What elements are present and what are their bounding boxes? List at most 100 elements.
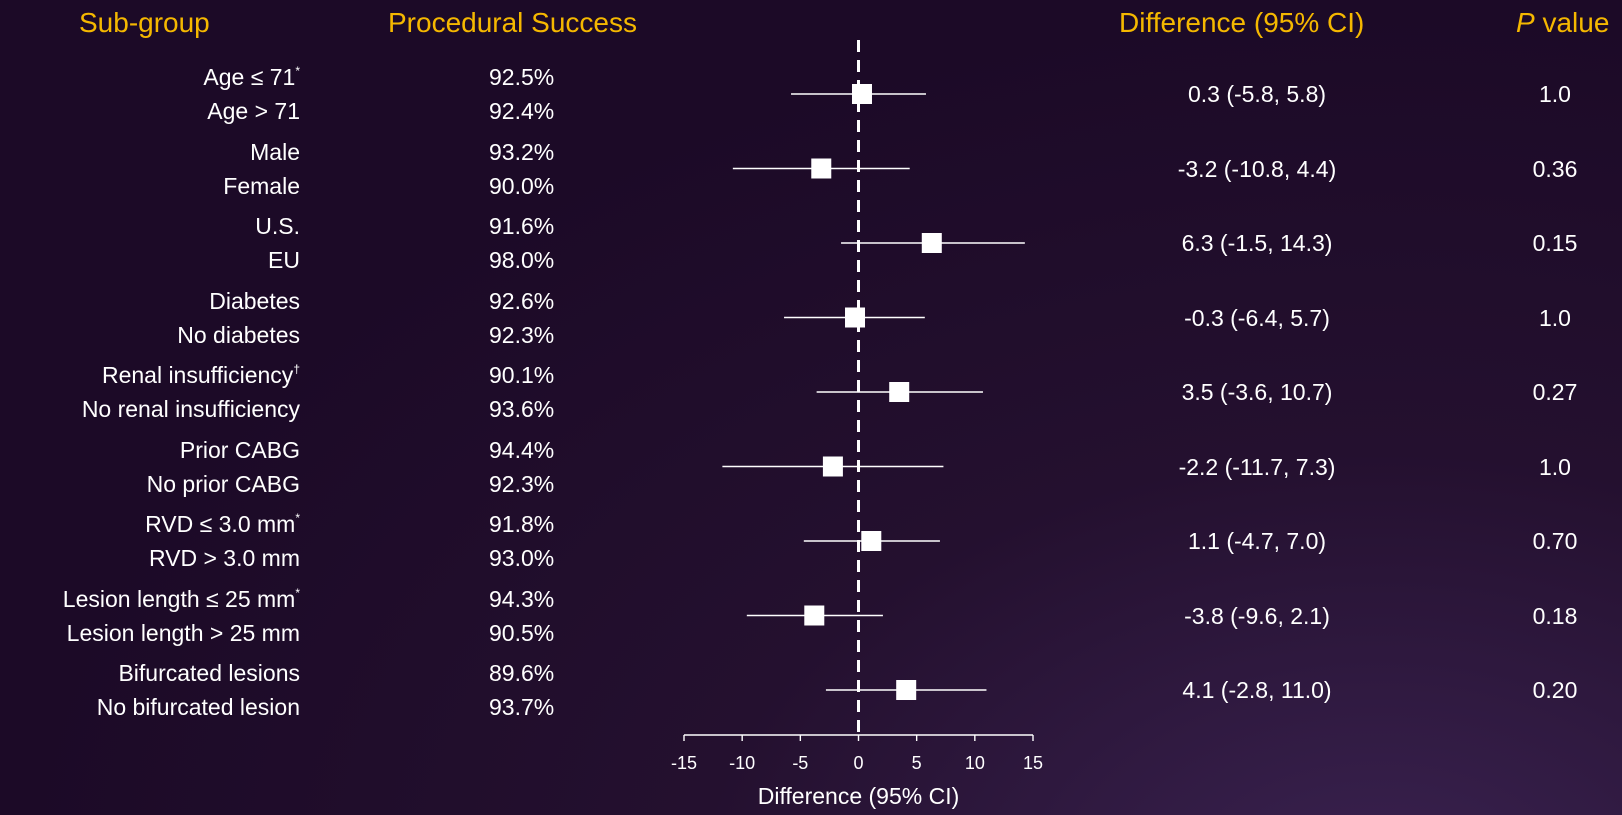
success-pct: 98.0%	[489, 247, 555, 273]
point-estimate-marker	[811, 158, 832, 179]
subgroup-label-text: Female	[223, 172, 300, 199]
subgroup-label-text: RVD ≤ 3.0 mm	[145, 511, 296, 537]
p-value-text: 0.70	[1532, 528, 1578, 554]
footnote-mark: *	[295, 64, 300, 78]
footnote-mark: †	[293, 362, 300, 376]
point-estimate-marker	[861, 531, 882, 551]
success-pct: 92.5%	[489, 64, 555, 90]
subgroup-label-text: Lesion length ≤ 25 mm	[62, 585, 296, 612]
difference-ci-text: 3.5 (-3.6, 10.7)	[1181, 379, 1333, 405]
difference-ci-text: -0.3 (-6.4, 5.7)	[1184, 304, 1330, 331]
difference-ci-text: 4.1 (-2.8, 11.0)	[1182, 677, 1332, 703]
subgroup-label-text: Age > 71	[207, 98, 300, 124]
p-value-text: 1.0	[1539, 81, 1571, 107]
point-estimate-marker	[845, 307, 866, 328]
subgroup-label: No prior CABG	[147, 469, 300, 499]
header-p-italic: P	[1516, 7, 1535, 38]
difference-ci-text: -2.2 (-11.7, 7.3)	[1178, 453, 1336, 480]
point-estimate-marker	[822, 456, 843, 477]
subgroup-label: Lesion length ≤ 25 mm*	[63, 584, 300, 614]
subgroup-label-text: No bifurcated lesion	[96, 694, 300, 720]
difference-ci-text: 1.1 (-4.7, 7.0)	[1187, 528, 1327, 554]
subgroup-label-text: No renal insufficiency	[81, 396, 300, 422]
header-p-value: P value	[1516, 4, 1609, 42]
success-pct: 94.3%	[489, 585, 555, 612]
subgroup-label: Bifurcated lesions	[118, 658, 300, 688]
subgroup-label: No bifurcated lesion	[97, 692, 300, 722]
footnote-mark: *	[295, 511, 300, 525]
success-pct: 90.0%	[489, 172, 555, 199]
difference-ci-text: 0.3 (-5.8, 5.8)	[1187, 81, 1327, 107]
header-p-rest: value	[1534, 7, 1610, 38]
subgroup-label-text: Male	[250, 138, 300, 165]
subgroup-label: Male	[250, 137, 300, 167]
subgroup-label-text: RVD > 3.0 mm	[148, 545, 300, 571]
p-value-text: 0.18	[1532, 602, 1578, 629]
subgroup-label: U.S.	[255, 211, 300, 241]
subgroup-label-text: Bifurcated lesions	[118, 660, 300, 686]
point-estimate-marker	[921, 233, 942, 253]
success-pct: 94.4%	[489, 436, 555, 463]
x-tick-label: -5	[792, 753, 808, 773]
x-tick-label: 15	[1023, 753, 1043, 773]
subgroup-label: Lesion length > 25 mm	[67, 618, 300, 648]
x-tick-label: -10	[729, 753, 755, 773]
subgroup-label-text: U.S.	[255, 213, 300, 239]
subgroup-label-text: No prior CABG	[146, 470, 300, 497]
subgroup-label-text: EU	[268, 247, 300, 273]
point-estimate-marker	[804, 605, 825, 626]
subgroup-label: Female	[223, 171, 300, 201]
p-value-text: 1.0	[1539, 453, 1571, 480]
p-value-text: 0.36	[1532, 155, 1578, 182]
point-estimate-marker	[896, 680, 917, 700]
subgroup-label-text: Lesion length > 25 mm	[66, 619, 300, 646]
x-tick-label: 10	[965, 753, 985, 773]
header-difference: Difference (95% CI)	[1119, 7, 1365, 38]
x-axis-title: Difference (95% CI)	[758, 783, 960, 809]
p-value-text: 0.15	[1532, 230, 1578, 256]
subgroup-label: Age ≤ 71*	[203, 62, 300, 92]
success-pct: 93.7%	[489, 694, 555, 720]
success-pct: 92.3%	[489, 321, 555, 348]
subgroup-label-text: Diabetes	[209, 287, 300, 314]
subgroup-label-text: Renal insufficiency	[101, 362, 294, 388]
success-pct: 91.8%	[489, 511, 555, 537]
point-estimate-marker	[851, 84, 872, 104]
footnote-mark: *	[295, 585, 300, 600]
success-pct: 92.4%	[489, 98, 555, 124]
subgroup-label: Prior CABG	[180, 435, 300, 465]
x-tick-label: -15	[671, 753, 697, 773]
success-pct: 92.3%	[489, 470, 555, 497]
point-estimate-marker	[889, 382, 910, 402]
subgroup-label: No renal insufficiency	[82, 394, 300, 424]
p-value-text: 0.20	[1532, 677, 1578, 703]
subgroup-label: EU	[268, 245, 300, 275]
subgroup-label: Renal insufficiency†	[102, 360, 300, 390]
subgroup-label-text: Age ≤ 71	[203, 64, 296, 90]
difference-ci-text: -3.2 (-10.8, 4.4)	[1177, 155, 1337, 182]
success-pct: 90.5%	[489, 619, 555, 646]
subgroup-label-text: No diabetes	[177, 321, 300, 348]
success-pct: 93.6%	[489, 396, 555, 422]
subgroup-label-text: Prior CABG	[179, 436, 300, 463]
subgroup-label: Age > 71	[207, 96, 300, 126]
success-pct: 92.6%	[489, 287, 555, 314]
header-procedural-success: Procedural Success	[388, 7, 638, 38]
x-tick-label: 0	[853, 753, 863, 773]
p-value-text: 1.0	[1539, 304, 1571, 331]
p-value-text: 0.27	[1532, 379, 1578, 405]
success-pct: 93.2%	[489, 138, 555, 165]
success-pct: 90.1%	[489, 362, 555, 388]
subgroup-label: RVD > 3.0 mm	[149, 543, 300, 573]
subgroup-label: RVD ≤ 3.0 mm*	[145, 509, 300, 539]
x-tick-label: 5	[912, 753, 922, 773]
difference-ci-text: 6.3 (-1.5, 14.3)	[1181, 230, 1333, 256]
success-pct: 91.6%	[489, 213, 555, 239]
subgroup-label: No diabetes	[177, 320, 300, 350]
header-subgroup: Sub-group	[79, 7, 210, 38]
success-pct: 89.6%	[489, 660, 555, 686]
difference-ci-text: -3.8 (-9.6, 2.1)	[1184, 602, 1330, 629]
success-pct: 93.0%	[489, 545, 555, 571]
subgroup-label: Diabetes	[209, 286, 300, 316]
